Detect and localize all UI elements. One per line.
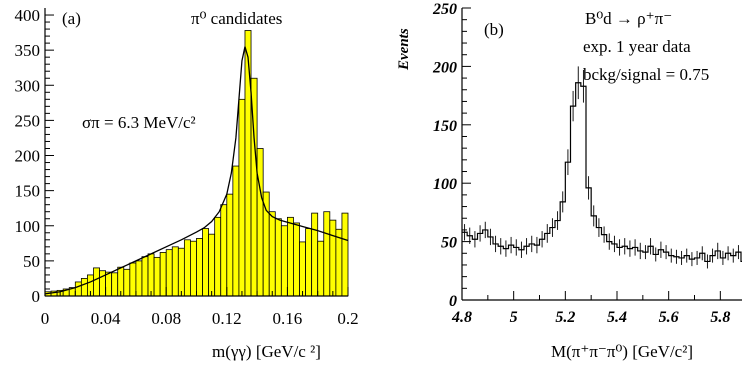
panel-a-bar	[226, 193, 234, 297]
panel-a-bar	[208, 233, 216, 297]
panel-a-bar	[196, 237, 203, 297]
panel-a-bar	[141, 256, 149, 297]
panel-a-fit-line	[44, 46, 349, 295]
panel-a-bar	[232, 165, 240, 297]
panel-a-y-tick-label: 400	[15, 6, 41, 25]
panel-b-y-tick-labels: 0 50 100 150 200 250	[432, 1, 457, 310]
panel-b-error-bars	[464, 66, 739, 269]
panel-a-y-tick-label: 0	[32, 287, 41, 306]
panel-a-bar	[262, 191, 270, 297]
panel-a-bar	[244, 30, 252, 297]
panel-a-bar	[123, 268, 131, 297]
panel-b-legend-line-2: exp. 1 year data	[583, 37, 691, 56]
panel-b-y-tick-label: 50	[441, 235, 457, 252]
panel-a-bar	[80, 278, 88, 297]
panel-a-bar	[268, 211, 276, 297]
panel-a-title: π⁰ candidates	[191, 9, 282, 28]
panel-a-y-tick-label: 100	[15, 217, 41, 236]
panel-a-bar	[190, 240, 197, 297]
panel-b-histogram	[462, 82, 742, 263]
panel-b-y-axis-label: Events	[396, 28, 412, 71]
panel-a-bar	[202, 228, 210, 297]
panel-a-bar	[129, 262, 137, 297]
panel-b-label: (b)	[484, 20, 504, 39]
panel-b-y-tick-label: 100	[433, 176, 457, 193]
panel-a-label: (a)	[62, 9, 81, 28]
panel-a-bar	[341, 212, 349, 297]
panel-b-x-axis-label: M(π⁺π⁻π⁰) [GeV/c²]	[551, 342, 693, 361]
panel-a-bar	[177, 247, 185, 297]
panel-a-bar	[74, 281, 82, 297]
panel-a-bar	[335, 228, 343, 297]
panel-b-x-tick-label: 5.4	[607, 309, 627, 326]
panel-a-x-tick-labels: 0 0.04 0.08 0.12 0.16 0.2	[41, 309, 359, 328]
panel-a-bar	[153, 256, 161, 297]
panel-a-y-tick-label: 50	[23, 252, 40, 271]
panel-a-y-tick-label: 350	[15, 41, 41, 60]
panel-a-x-tick-label: 0	[41, 309, 50, 328]
panel-b-x-tick-label: 5.6	[659, 309, 679, 326]
panel-a-bar	[238, 98, 246, 297]
panel-a-y-tick-labels: 0 50 100 150 200 250 300 350 400	[15, 6, 41, 306]
panel-a-bar	[305, 228, 313, 297]
panel-a-y-tick-label: 150	[15, 182, 41, 201]
panel-a-x-tick-label: 0.08	[151, 309, 181, 328]
panel-a-y-tick-label: 250	[15, 111, 41, 130]
panel-b-y-tick-label: 200	[432, 59, 457, 76]
panel-a: 0 0.04 0.08 0.12 0.16 0.2 0 50 100 150 200 250 300 3…	[15, 6, 359, 361]
panel-a-fit-curve	[44, 46, 349, 295]
panel-a-bar	[329, 219, 337, 297]
panel-a-bar	[165, 249, 173, 297]
panel-a-bar	[214, 216, 222, 297]
panel-a-bar	[256, 148, 264, 297]
panel-b-x-tick-label: 5.8	[710, 309, 730, 326]
panel-a-bar	[299, 241, 306, 297]
panel-b-x-tick-label: 5.2	[555, 309, 575, 326]
panel-a-bar	[220, 204, 228, 297]
panel-b-legend-line-3: bckg/signal = 0.75	[583, 65, 709, 84]
panel-a-bar	[99, 270, 107, 297]
panel-a-bar	[183, 239, 191, 297]
panel-b-x-tick-label: 5	[510, 309, 518, 326]
panel-a-bar	[286, 216, 294, 297]
panel-a-annotation: σπ = 6.3 MeV/c²	[82, 113, 196, 132]
panel-a-x-tick-label: 0.16	[273, 309, 303, 328]
panel-a-x-tick-label: 0.12	[212, 309, 242, 328]
panel-a-histogram	[44, 30, 349, 297]
panel-a-x-tick-label: 0.2	[337, 309, 358, 328]
panel-a-bar	[171, 246, 179, 297]
panel-a-x-axis-label: m(γγ) [GeV/c ²]	[212, 342, 321, 361]
panel-a-bar	[159, 252, 167, 297]
panel-b-x-tick-label: 4.8	[451, 309, 472, 326]
panel-a-bar	[280, 225, 288, 297]
panel-a-bar	[293, 222, 300, 297]
panel-a-bar	[317, 240, 325, 297]
panel-a-y-tick-label: 200	[15, 147, 41, 166]
panel-a-axes	[44, 8, 349, 297]
panel-a-bar	[93, 267, 100, 297]
panel-b-y-tick-label: 250	[432, 1, 457, 18]
panel-a-bar	[323, 211, 331, 297]
panel-b-histogram-line	[462, 82, 742, 263]
panel-b-axes	[461, 7, 742, 301]
panel-a-bar	[135, 260, 143, 297]
panel-a-bar	[111, 272, 119, 297]
panel-b-y-tick-label: 150	[433, 118, 457, 135]
panel-b-legend-line-1: B⁰d → ρ⁺π⁻	[585, 9, 672, 28]
panel-a-y-tick-label: 300	[15, 76, 41, 95]
panel-a-x-tick-label: 0.04	[91, 309, 121, 328]
panel-a-bar	[274, 218, 282, 297]
panel-b-x-tick-labels: 4.855.25.45.65.86	[451, 309, 730, 326]
panel-a-bar	[105, 271, 113, 297]
panel-b-y-tick-label: 0	[449, 293, 457, 310]
panel-a-bar	[311, 212, 319, 297]
panel-a-bar	[147, 253, 155, 297]
